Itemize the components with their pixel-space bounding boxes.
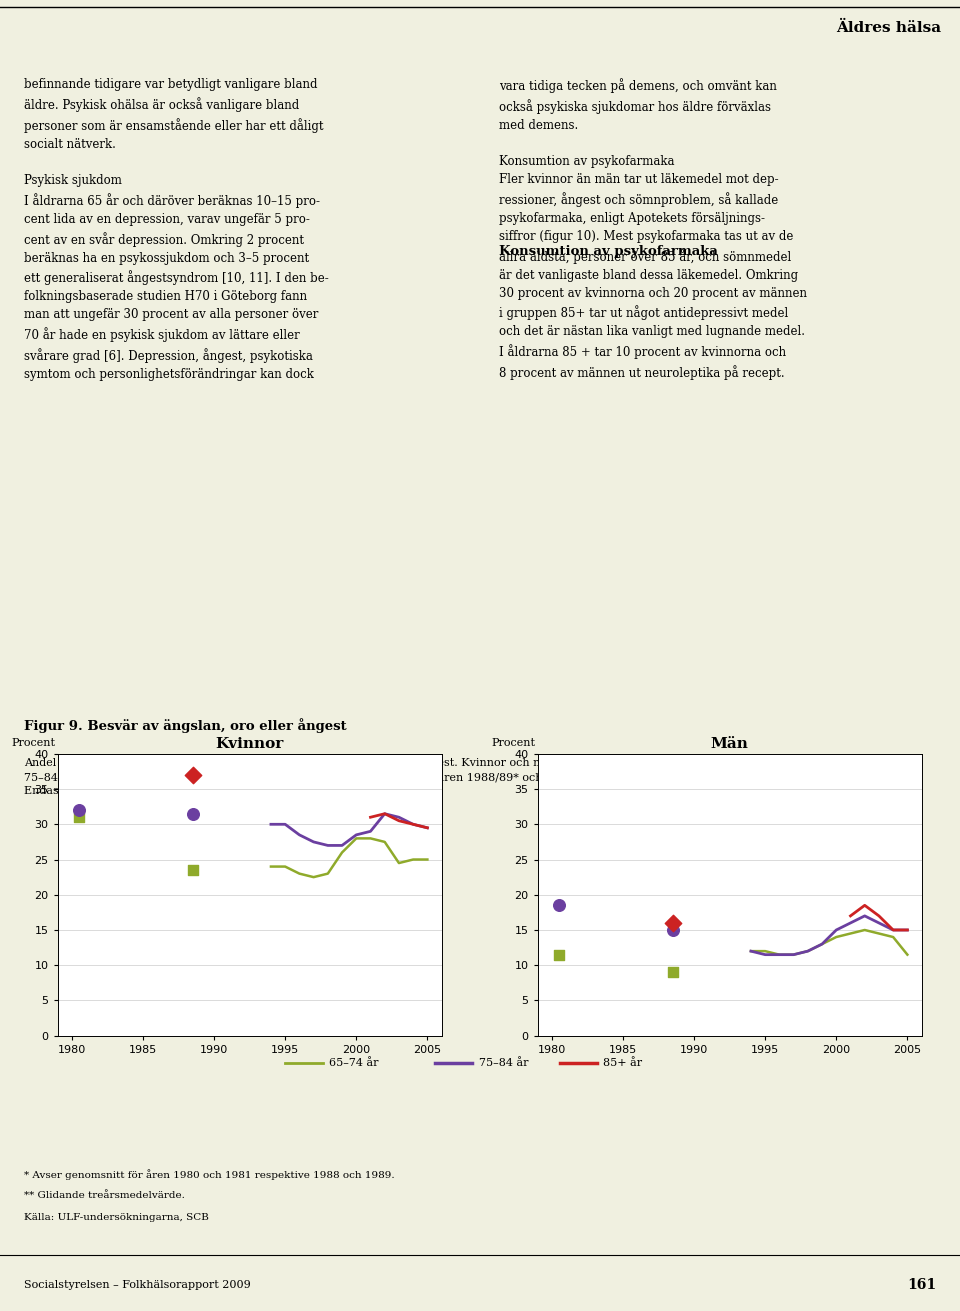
Point <box>665 962 681 983</box>
Text: Figur 9. Besvär av ängslan, oro eller ångest: Figur 9. Besvär av ängslan, oro eller ån… <box>24 717 347 733</box>
Point <box>71 800 86 821</box>
Point <box>551 944 566 965</box>
Point <box>185 860 201 881</box>
Text: 161: 161 <box>907 1278 936 1291</box>
Text: Socialstyrelsen – Folkhälsorapport 2009: Socialstyrelsen – Folkhälsorapport 2009 <box>24 1280 251 1290</box>
Text: 75–84 år: 75–84 år <box>479 1058 528 1068</box>
Text: vara tidiga tecken på demens, och omvänt kan
också psykiska sjukdomar hos äldre : vara tidiga tecken på demens, och omvänt… <box>499 79 807 380</box>
Text: 65–74 år: 65–74 år <box>328 1058 378 1068</box>
Text: befinnande tidigare var betydligt vanligare bland
äldre. Psykisk ohälsa är också: befinnande tidigare var betydligt vanlig… <box>24 79 328 382</box>
Text: Källa: ULF-undersökningarna, SCB: Källa: ULF-undersökningarna, SCB <box>24 1213 209 1222</box>
Point <box>185 804 201 825</box>
Point <box>665 919 681 940</box>
Text: Procent: Procent <box>12 738 56 749</box>
Point <box>71 806 86 827</box>
Text: Andel (procent) som har lätta eller svåra besvär av ängslan, oro eller ångest. K: Andel (procent) som har lätta eller svår… <box>24 755 674 796</box>
Point <box>185 764 201 785</box>
Point <box>665 912 681 933</box>
Text: Konsumtion av psykofarmaka: Konsumtion av psykofarmaka <box>499 245 718 258</box>
Text: Äldres hälsa: Äldres hälsa <box>835 21 941 34</box>
Point <box>551 895 566 916</box>
Text: ** Glidande treårsmedelvärde.: ** Glidande treårsmedelvärde. <box>24 1190 185 1200</box>
Title: Män: Män <box>710 737 749 751</box>
Title: Kvinnor: Kvinnor <box>215 737 284 751</box>
Text: * Avser genomsnitt för åren 1980 och 1981 respektive 1988 och 1989.: * Avser genomsnitt för åren 1980 och 198… <box>24 1169 395 1180</box>
Text: Procent: Procent <box>492 738 536 749</box>
Text: 85+ år: 85+ år <box>604 1058 642 1068</box>
